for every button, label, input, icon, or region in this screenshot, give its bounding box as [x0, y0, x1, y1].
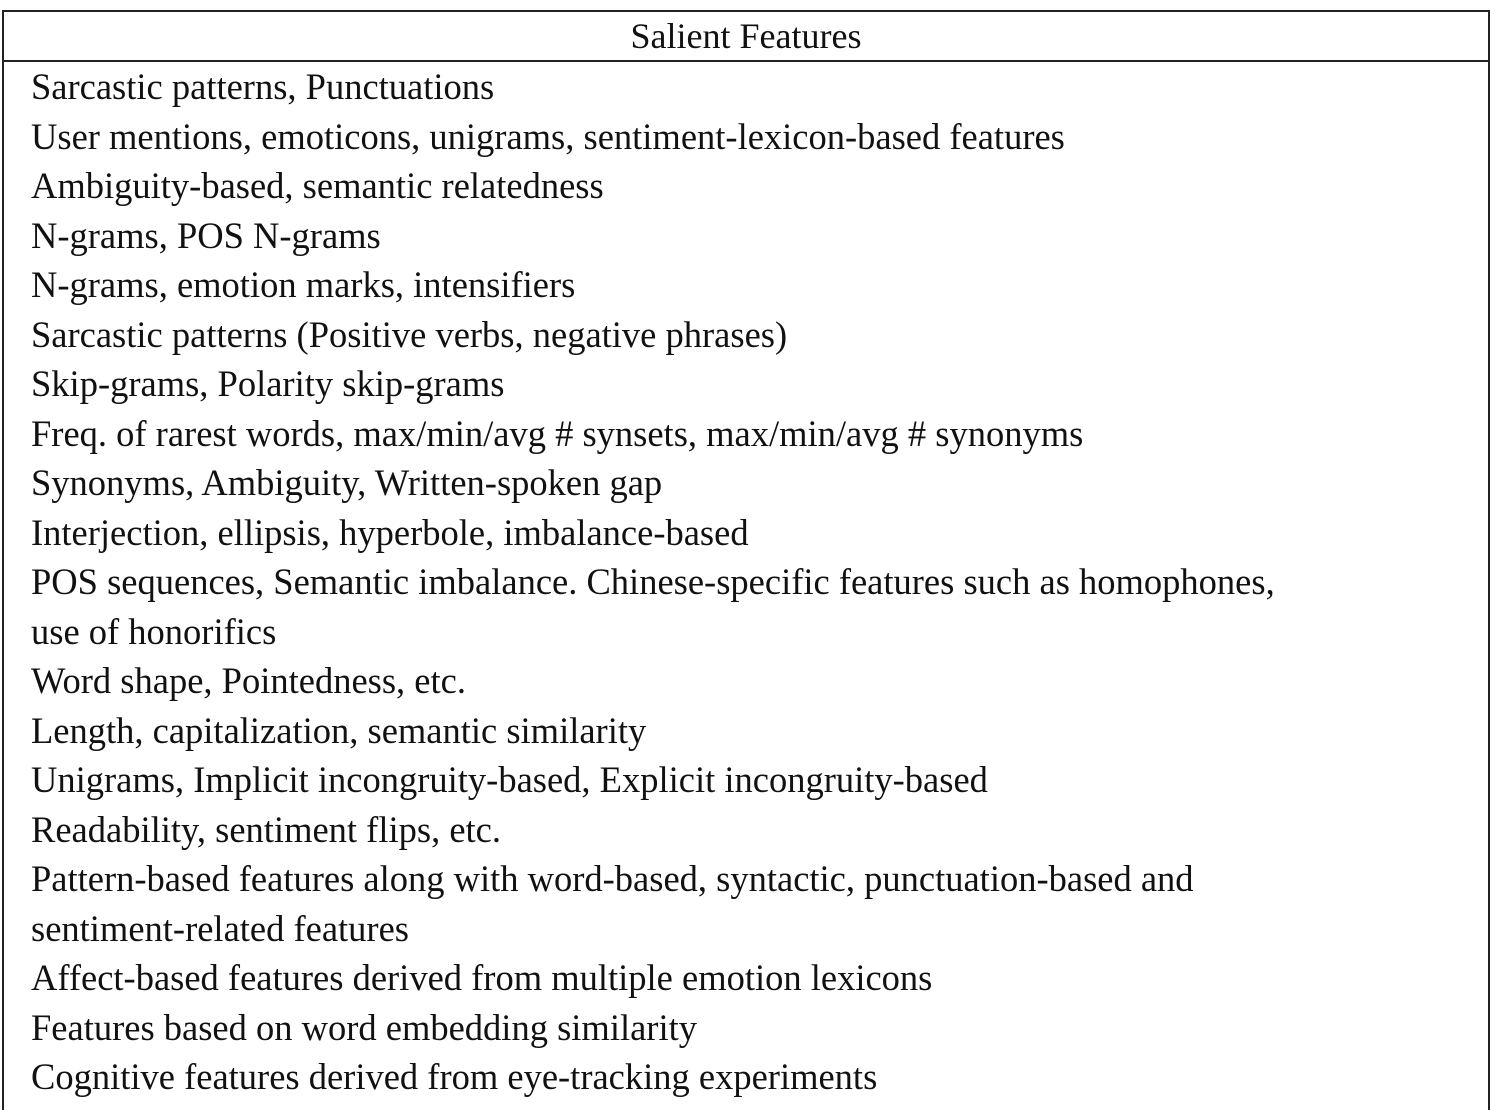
table-row: Skip-grams, Polarity skip-grams — [4, 359, 1488, 409]
row-text: Affect-based features derived from multi… — [31, 957, 933, 998]
table-row: User mentions, emoticons, unigrams, sent… — [4, 112, 1488, 162]
table-row: Length, capitalization, semantic similar… — [4, 706, 1488, 756]
row-text: N-grams, emotion marks, intensifiers — [31, 264, 576, 305]
table-row: Sarcastic patterns, Punctuations — [4, 62, 1488, 112]
row-text: Features based on word embedding similar… — [31, 1006, 697, 1048]
row-text: Readability, sentiment flips, etc. — [31, 808, 501, 850]
table-row: Sarcastic patterns (Positive verbs, nega… — [4, 310, 1488, 360]
table-row: Ambiguity-based, semantic relatedness — [4, 161, 1488, 211]
row-text: Sarcastic patterns, Punctuations — [31, 66, 495, 107]
row-text: Interjection, ellipsis, hyperbole, imbal… — [31, 511, 749, 553]
row-text: Word shape, Pointedness, etc. — [31, 660, 466, 701]
table-row: N-grams, POS N-grams — [4, 211, 1488, 261]
table-row: N-grams, emotion marks, intensifiers — [4, 260, 1488, 310]
row-text: use of honorifics — [31, 610, 277, 652]
table-row: Word shape, Pointedness, etc. — [4, 656, 1488, 706]
table-body: Sarcastic patterns, Punctuations User men… — [4, 62, 1488, 1102]
row-text: N-grams, POS N-grams — [31, 214, 381, 256]
table-row: POS sequences, Semantic imbalance. Chine… — [4, 557, 1488, 656]
row-text: Length, capitalization, semantic similar… — [31, 709, 647, 751]
table-row: Freq. of rarest words, max/min/avg # syn… — [4, 409, 1488, 459]
row-text: Cognitive features derived from eye-trac… — [31, 1056, 878, 1097]
row-text: sentiment-related features — [31, 907, 409, 949]
row-text: Sarcastic patterns (Positive verbs, nega… — [31, 313, 788, 355]
table-row: Cognitive features derived from eye-trac… — [4, 1052, 1488, 1102]
row-text: User mentions, emoticons, unigrams, sent… — [31, 115, 1065, 157]
row-text: POS sequences, Semantic imbalance. Chine… — [31, 561, 1275, 602]
table-row: Readability, sentiment flips, etc. — [4, 805, 1488, 855]
row-text: Pattern-based features along with word-b… — [31, 858, 1194, 899]
table-row: Synonyms, Ambiguity, Written-spoken gap — [4, 458, 1488, 508]
table-row: Pattern-based features along with word-b… — [4, 854, 1488, 953]
table-row: Unigrams, Implicit incongruity-based, Ex… — [4, 755, 1488, 805]
table-header: Salient Features — [4, 12, 1488, 62]
table-row: Affect-based features derived from multi… — [4, 953, 1488, 1003]
row-text: Skip-grams, Polarity skip-grams — [31, 363, 505, 404]
header-label: Salient Features — [630, 16, 862, 56]
table-row: Interjection, ellipsis, hyperbole, imbal… — [4, 508, 1488, 558]
row-text: Unigrams, Implicit incongruity-based, Ex… — [31, 759, 988, 800]
row-text: Freq. of rarest words, max/min/avg # syn… — [31, 412, 1084, 454]
row-text: Ambiguity-based, semantic relatedness — [31, 165, 604, 206]
row-text: Synonyms, Ambiguity, Written-spoken gap — [31, 462, 663, 503]
features-table: Salient Features Sarcastic patterns, Pun… — [2, 10, 1490, 1110]
table-row: Features based on word embedding similar… — [4, 1003, 1488, 1053]
